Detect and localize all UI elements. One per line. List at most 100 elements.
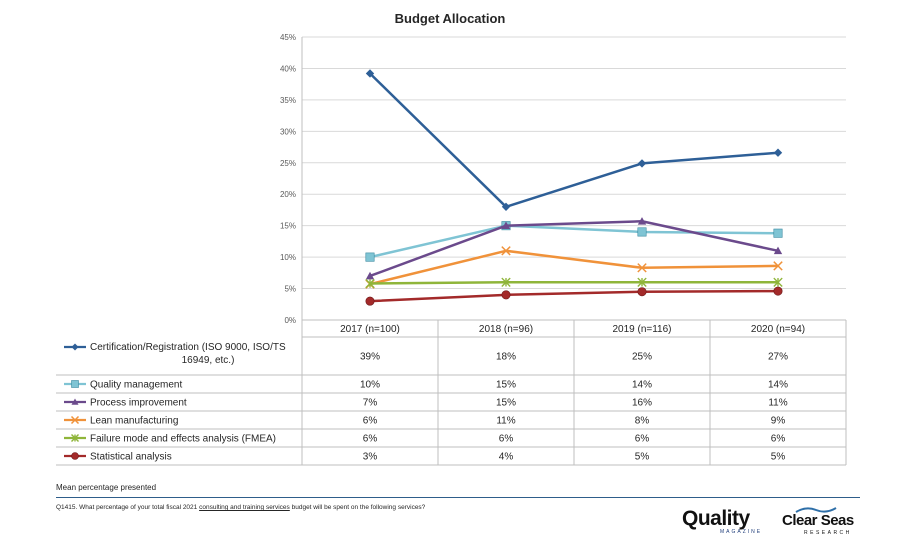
data-label: 16%	[632, 398, 652, 409]
data-point	[637, 263, 647, 273]
data-label: 11%	[768, 398, 787, 409]
data-point	[365, 69, 375, 78]
data-point	[501, 246, 511, 256]
data-point	[637, 159, 647, 168]
data-label: 6%	[771, 434, 786, 445]
data-label: 10%	[360, 380, 380, 391]
footnote: Mean percentage presented	[56, 483, 157, 492]
data-point	[637, 227, 647, 237]
quality-magazine-logo: Quality MAGAZINE	[682, 508, 770, 535]
data-label: 15%	[496, 380, 516, 391]
y-tick-label: 0%	[284, 316, 296, 325]
series-line	[369, 289, 779, 303]
clear-seas-logo-text: Clear Seas	[782, 512, 854, 529]
data-label: 6%	[363, 434, 378, 445]
footer-divider	[56, 497, 860, 498]
data-point	[71, 452, 79, 460]
data-point	[71, 398, 79, 405]
series-line	[369, 72, 779, 209]
series-line	[369, 281, 778, 285]
data-point	[71, 343, 79, 351]
legend-entry-label: Quality management	[90, 380, 182, 391]
quality-logo-subtext: MAGAZINE	[720, 529, 763, 535]
data-table: 2017 (n=100) 2018 (n=96) 2019 (n=116) 2020 …	[56, 320, 847, 466]
data-label: 27%	[768, 352, 788, 363]
y-tick-label: 10%	[280, 253, 296, 262]
data-point-stroke	[773, 261, 783, 271]
clear-seas-logo: Clear Seas RESEARCH	[782, 507, 862, 536]
data-point	[365, 252, 375, 262]
data-point-stroke	[70, 415, 80, 425]
data-point	[71, 380, 79, 388]
data-label: 3%	[363, 452, 378, 463]
data-point	[637, 287, 647, 297]
data-point	[365, 296, 375, 306]
chart-title: Budget Allocation	[395, 11, 506, 26]
data-point	[501, 221, 511, 230]
x-category-label: 2019 (n=116)	[612, 324, 671, 335]
data-point-stroke	[637, 263, 647, 273]
data-point	[501, 277, 511, 287]
data-label: 14%	[768, 380, 788, 391]
question-prefix: Q1415. What percentage of your total fis…	[56, 504, 200, 511]
survey-question: Q1415. What percentage of your total fis…	[56, 504, 425, 511]
question-suffix: budget will be spent on the following se…	[289, 504, 426, 511]
y-tick-label: 35%	[280, 96, 296, 105]
data-label: 9%	[771, 416, 786, 427]
data-label: 18%	[496, 352, 516, 363]
x-category-label: 2017 (n=100)	[340, 324, 400, 335]
y-tick-label: 15%	[280, 222, 296, 231]
data-label: 25%	[632, 352, 652, 363]
legend-entry-label: 16949, etc.)	[182, 355, 235, 366]
series-line	[369, 220, 779, 278]
data-point	[773, 246, 783, 255]
data-point	[501, 290, 511, 300]
y-tick-label: 45%	[280, 33, 296, 42]
legend-entry-label: Lean manufacturing	[90, 416, 178, 427]
question-underlined: consulting and training services	[199, 504, 290, 511]
data-point	[637, 217, 647, 225]
data-point	[773, 286, 783, 296]
y-axis-ticks: 0% 5% 10% 15% 20% 25% 30% 35% 40% 45%	[280, 33, 296, 325]
data-label: 39%	[360, 352, 380, 363]
y-tick-label: 40%	[280, 64, 296, 73]
data-label: 15%	[496, 398, 516, 409]
data-point	[773, 228, 783, 238]
data-point	[773, 261, 783, 271]
data-point	[365, 271, 375, 280]
y-tick-label: 5%	[284, 285, 296, 294]
data-point	[70, 415, 80, 425]
data-label: 8%	[635, 416, 650, 427]
y-tick-label: 30%	[280, 127, 296, 136]
data-point	[637, 277, 647, 287]
gridlines	[301, 36, 846, 321]
legend-entry-label: Failure mode and effects analysis (FMEA)	[90, 434, 276, 445]
data-label: 4%	[499, 452, 514, 463]
data-label: 6%	[499, 434, 514, 445]
legend-entry-label: Certification/Registration (ISO 9000, IS…	[90, 342, 286, 353]
series-line	[369, 249, 779, 286]
data-label: 5%	[771, 452, 786, 463]
y-tick-label: 25%	[280, 159, 296, 168]
series-lines	[365, 69, 783, 306]
legend-entry-label: Process improvement	[90, 398, 187, 409]
data-label: 6%	[363, 416, 378, 427]
x-category-label: 2020 (n=94)	[751, 324, 805, 335]
data-label: 11%	[496, 416, 515, 427]
data-label: 7%	[363, 398, 378, 409]
data-point-stroke	[501, 246, 511, 256]
series-line	[369, 224, 779, 259]
data-point	[773, 148, 783, 157]
wave-icon	[795, 507, 837, 513]
data-point	[501, 202, 511, 211]
data-point	[71, 434, 79, 442]
data-label: 6%	[635, 434, 650, 445]
x-category-label: 2018 (n=96)	[479, 324, 533, 335]
data-label: 5%	[635, 452, 650, 463]
legend-entry-label: Statistical analysis	[90, 452, 172, 463]
data-point	[365, 278, 375, 289]
data-point	[773, 277, 783, 287]
data-label: 14%	[632, 380, 652, 391]
y-tick-label: 20%	[280, 190, 296, 199]
